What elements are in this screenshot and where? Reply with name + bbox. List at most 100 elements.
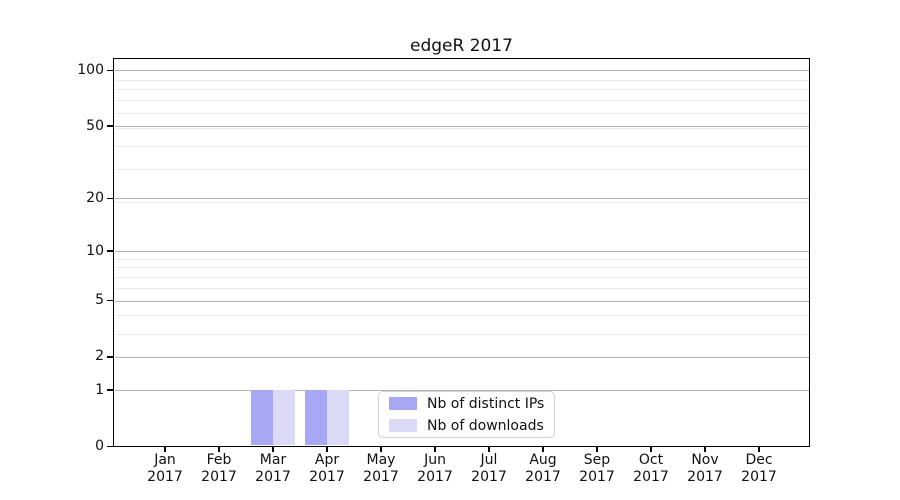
y-tick-mark	[107, 445, 113, 448]
y-major-gridline	[114, 70, 809, 72]
x-tick-mark	[164, 447, 166, 452]
legend-label-distinct-ips: Nb of distinct IPs	[427, 395, 545, 412]
y-major-gridline	[114, 126, 809, 128]
y-tick-label: 5	[95, 292, 104, 309]
x-tick-month: May	[366, 452, 396, 468]
chart-title: edgeR 2017	[410, 36, 513, 56]
x-tick-year: 2017	[741, 468, 777, 485]
y-tick-label: 20	[86, 189, 104, 206]
x-tick-label: Dec 2017	[732, 452, 786, 485]
y-tick-label: 2	[95, 348, 104, 365]
y-tick-label: 1	[95, 381, 104, 398]
x-tick-mark	[380, 447, 382, 452]
y-minor-gridline	[114, 112, 809, 114]
x-tick-month: Jul	[480, 452, 498, 468]
y-minor-gridline	[114, 333, 809, 335]
plot-area-border	[113, 58, 810, 447]
y-minor-gridline	[114, 127, 809, 129]
x-tick-month: Aug	[529, 452, 557, 468]
y-major-gridline	[114, 198, 809, 200]
y-tick-mark	[107, 356, 113, 358]
x-tick-label: Nov 2017	[678, 452, 732, 485]
bar-downloads-mar	[273, 390, 295, 446]
y-tick-mark	[107, 125, 113, 127]
x-tick-mark	[488, 447, 490, 452]
y-minor-gridline	[114, 145, 809, 147]
y-minor-gridline	[114, 287, 809, 289]
x-tick-label: Feb 2017	[192, 452, 246, 485]
x-tick-mark	[326, 447, 328, 452]
x-tick-month: Mar	[259, 452, 287, 468]
y-minor-gridline	[114, 315, 809, 317]
y-tick-mark	[107, 250, 113, 252]
x-tick-label: May 2017	[354, 452, 408, 485]
y-tick-label: 50	[86, 117, 104, 134]
x-tick-mark	[218, 447, 220, 452]
y-major-gridline	[114, 356, 809, 358]
y-minor-gridline	[114, 100, 809, 102]
y-tick-label: 0	[95, 438, 104, 454]
x-tick-month: Apr	[314, 452, 340, 468]
y-minor-gridline	[114, 89, 809, 91]
bar-distinct-ips-apr	[305, 390, 327, 446]
x-tick-month: Oct	[638, 452, 664, 468]
x-tick-year: 2017	[417, 468, 453, 485]
x-tick-year: 2017	[309, 468, 345, 485]
x-tick-year: 2017	[255, 468, 291, 485]
x-tick-year: 2017	[363, 468, 399, 485]
x-tick-mark	[434, 447, 436, 452]
x-tick-mark	[272, 447, 274, 452]
legend-item-downloads: Nb of downloads	[389, 417, 546, 435]
x-tick-label: Mar 2017	[246, 452, 300, 485]
x-tick-month: Nov	[691, 452, 719, 468]
y-tick-label: 10	[86, 242, 104, 259]
y-major-gridline	[114, 390, 809, 392]
x-tick-year: 2017	[471, 468, 507, 485]
legend-swatch-downloads	[389, 419, 417, 432]
y-minor-gridline	[114, 79, 809, 81]
x-tick-label: Aug 2017	[516, 452, 570, 485]
y-minor-gridline	[114, 169, 809, 171]
x-tick-year: 2017	[147, 468, 183, 485]
y-major-gridline	[114, 300, 809, 302]
x-tick-label: Oct 2017	[624, 452, 678, 485]
legend-label-downloads: Nb of downloads	[427, 417, 544, 434]
x-tick-year: 2017	[201, 468, 237, 485]
y-tick-mark	[107, 299, 113, 302]
x-tick-mark	[758, 447, 760, 452]
y-tick-label: 100	[77, 61, 104, 78]
x-tick-month: Dec	[745, 452, 773, 468]
y-minor-gridline	[114, 202, 809, 204]
x-tick-label: Jan 2017	[138, 452, 192, 485]
y-tick-mark	[107, 69, 113, 72]
x-tick-month: Jun	[424, 452, 446, 468]
x-tick-month: Sep	[583, 452, 611, 468]
x-tick-label: Sep 2017	[570, 452, 624, 485]
y-minor-gridline	[114, 277, 809, 279]
x-tick-year: 2017	[687, 468, 723, 485]
x-tick-mark	[542, 447, 544, 452]
bar-distinct-ips-mar	[251, 390, 273, 446]
x-tick-label: Jul 2017	[462, 452, 516, 485]
x-tick-label: Jun 2017	[408, 452, 462, 485]
plot-area	[114, 60, 809, 446]
x-tick-year: 2017	[579, 468, 615, 485]
legend-swatch-distinct-ips	[389, 397, 417, 410]
y-tick-mark	[107, 197, 113, 200]
bar-downloads-apr	[327, 390, 349, 446]
y-major-gridline	[114, 251, 809, 253]
x-tick-year: 2017	[525, 468, 561, 485]
x-tick-label: Apr 2017	[300, 452, 354, 485]
legend-item-distinct-ips: Nb of distinct IPs	[389, 395, 546, 413]
y-minor-gridline	[114, 258, 809, 260]
x-tick-year: 2017	[633, 468, 669, 485]
x-tick-month: Jan	[154, 452, 176, 468]
x-tick-mark	[650, 447, 652, 452]
x-tick-mark	[704, 447, 706, 452]
x-tick-mark	[596, 447, 598, 452]
legend: Nb of distinct IPs Nb of downloads	[378, 391, 555, 438]
x-tick-month: Feb	[206, 452, 232, 468]
y-tick-mark	[107, 389, 113, 391]
y-minor-gridline	[114, 267, 809, 269]
